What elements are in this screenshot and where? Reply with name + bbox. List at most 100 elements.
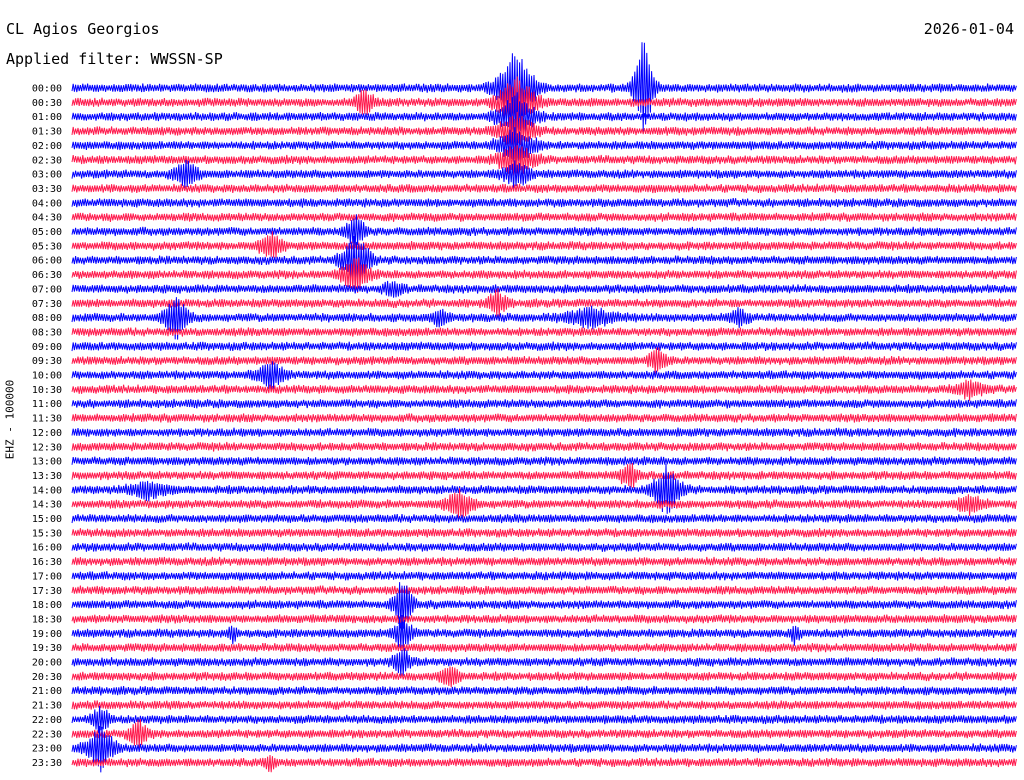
trace-line (71, 464, 1017, 514)
trace-line (71, 542, 1017, 552)
time-label: 00:00 (32, 84, 62, 95)
time-label: 18:00 (32, 600, 62, 611)
trace-line (71, 487, 1017, 519)
time-label: 15:30 (32, 528, 62, 539)
time-label: 00:30 (32, 98, 62, 109)
trace-line (71, 379, 1017, 401)
trace-line (71, 705, 1017, 734)
trace-group (71, 42, 1017, 773)
trace-line (71, 571, 1017, 581)
trace-line (71, 288, 1017, 317)
time-label: 02:30 (32, 155, 62, 166)
trace-line (71, 615, 1017, 650)
trace-line (71, 212, 1017, 222)
time-label: 12:30 (32, 442, 62, 453)
trace-line (71, 347, 1017, 374)
trace-line (71, 456, 1017, 466)
trace-line (71, 159, 1017, 189)
trace-line (71, 111, 1017, 152)
time-label: 14:00 (32, 485, 62, 496)
trace-line (71, 183, 1017, 194)
trace-line (71, 725, 1017, 773)
time-label-group: 00:00 00:30 01:00 01:30 02:00 02:30 03:00 03:30… (32, 84, 62, 769)
time-label: 23:30 (32, 758, 62, 769)
date-label: 2026-01-04 (923, 20, 1014, 38)
time-label: 19:30 (32, 643, 62, 654)
trace-line (71, 413, 1017, 423)
time-label: 12:00 (32, 428, 62, 439)
time-label: 17:00 (32, 571, 62, 582)
time-label: 11:30 (32, 414, 62, 425)
trace-line (71, 700, 1017, 710)
trace-line (71, 528, 1017, 538)
trace-line (71, 214, 1017, 248)
time-label: 21:00 (32, 686, 62, 697)
time-label: 20:00 (32, 658, 62, 669)
time-label: 16:30 (32, 557, 62, 568)
time-label: 05:30 (32, 241, 62, 252)
trace-line (71, 556, 1017, 567)
station-title: CL Agios Georgios (6, 20, 160, 38)
time-label: 02:00 (32, 141, 62, 152)
trace-line (71, 666, 1017, 688)
time-label: 04:00 (32, 198, 62, 209)
time-label: 07:00 (32, 284, 62, 295)
time-label: 04:30 (32, 213, 62, 224)
trace-line (71, 585, 1017, 596)
time-label: 09:00 (32, 342, 62, 353)
trace-line (71, 76, 1017, 130)
time-label: 18:30 (32, 614, 62, 625)
trace-line (71, 257, 1017, 293)
trace-line (71, 198, 1017, 208)
time-label: 05:00 (32, 227, 62, 238)
time-label: 09:30 (32, 356, 62, 367)
time-label: 23:00 (32, 744, 62, 755)
time-label: 06:30 (32, 270, 62, 281)
time-label: 11:00 (32, 399, 62, 410)
time-label: 22:30 (32, 729, 62, 740)
trace-line (71, 361, 1017, 391)
time-label: 03:00 (32, 170, 62, 181)
time-label: 17:30 (32, 586, 62, 597)
time-label: 19:00 (32, 629, 62, 640)
time-label: 06:00 (32, 256, 62, 267)
trace-line (71, 513, 1017, 524)
trace-line (71, 92, 1017, 139)
time-label: 20:30 (32, 672, 62, 683)
trace-line (71, 235, 1017, 286)
time-label: 22:00 (32, 715, 62, 726)
trace-line (71, 231, 1017, 258)
time-label: 13:00 (32, 457, 62, 468)
trace-line (71, 685, 1017, 696)
trace-line (71, 341, 1017, 352)
time-label: 10:00 (32, 371, 62, 382)
trace-line (71, 127, 1017, 163)
trace-line (71, 297, 1017, 340)
trace-line (71, 648, 1017, 676)
trace-line (71, 427, 1017, 438)
trace-line (71, 462, 1017, 488)
trace-line (71, 582, 1017, 629)
trace-line (71, 441, 1017, 452)
time-label: 01:30 (32, 127, 62, 138)
trace-line (71, 614, 1017, 624)
filter-label: Applied filter: WWSSN-SP (6, 50, 223, 68)
trace-line (71, 398, 1017, 409)
trace-line (71, 145, 1017, 176)
trace-line (71, 327, 1017, 337)
time-label: 03:30 (32, 184, 62, 195)
time-label: 13:30 (32, 471, 62, 482)
time-label: 01:00 (32, 112, 62, 123)
trace-line (71, 719, 1017, 749)
time-label: 21:30 (32, 701, 62, 712)
trace-line (71, 754, 1017, 773)
time-label: 08:00 (32, 313, 62, 324)
trace-line (71, 280, 1017, 298)
time-label: 07:30 (32, 299, 62, 310)
time-label: 15:00 (32, 514, 62, 525)
time-label: 10:30 (32, 385, 62, 396)
trace-line (71, 42, 1017, 133)
time-label: 08:30 (32, 327, 62, 338)
time-label: 14:30 (32, 500, 62, 511)
